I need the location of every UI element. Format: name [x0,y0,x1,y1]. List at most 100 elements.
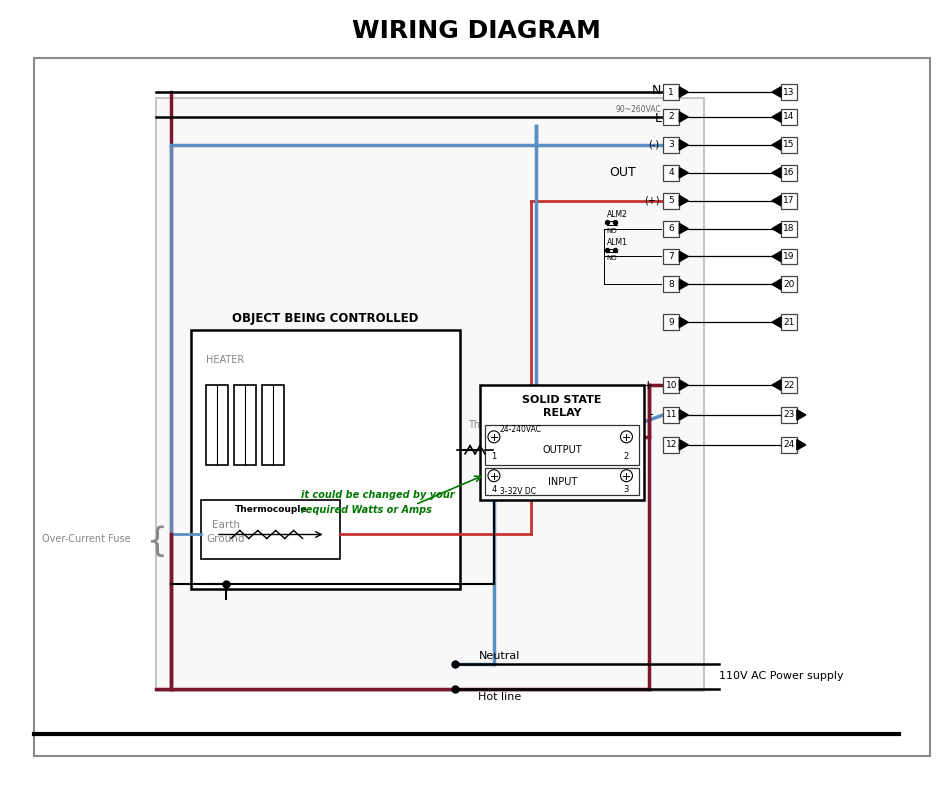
Bar [663,137,679,153]
Text: NO: NO [605,228,617,234]
Text: HEATER: HEATER [206,355,244,365]
Text: INPUT: INPUT [547,476,576,487]
Bar [780,84,796,100]
Polygon shape [679,251,687,261]
Bar [663,109,679,125]
Text: 23: 23 [783,411,794,419]
Polygon shape [679,380,687,390]
Text: NO: NO [605,255,617,261]
Text: 24: 24 [783,440,794,449]
Bar [780,377,796,393]
Bar [663,314,679,330]
Bar [190,330,460,590]
Text: ALM2: ALM2 [605,210,626,219]
Text: Thermal Fuse: Thermal Fuse [467,420,533,430]
Text: 6: 6 [667,224,673,233]
Bar [201,499,340,560]
Text: 8: 8 [667,280,673,289]
Circle shape [620,469,632,482]
Text: Neutral: Neutral [479,651,520,661]
Text: 110V AC Power supply: 110V AC Power supply [719,671,843,681]
Polygon shape [679,140,687,150]
Text: L: L [654,112,661,126]
Polygon shape [679,111,687,122]
Bar [663,407,679,423]
Bar [663,249,679,265]
Polygon shape [796,440,805,450]
Polygon shape [771,111,780,122]
Bar [780,109,796,125]
Text: WIRING DIAGRAM: WIRING DIAGRAM [351,20,601,43]
Text: 1: 1 [491,452,496,462]
Text: 3-32V DC: 3-32V DC [500,487,535,496]
Text: 15: 15 [783,141,794,149]
Text: 20: 20 [783,280,794,289]
Polygon shape [771,87,780,97]
Text: N: N [651,83,661,97]
Text: 2: 2 [624,452,628,462]
Text: 21: 21 [783,318,794,327]
Polygon shape [679,195,687,206]
Circle shape [605,221,609,225]
Polygon shape [679,440,687,450]
Text: 1: 1 [667,88,673,97]
Bar [156,98,704,691]
Text: 22: 22 [783,381,794,389]
Polygon shape [771,195,780,206]
Bar [780,165,796,181]
Text: Hot line: Hot line [478,692,521,702]
Text: (+): (+) [643,195,659,206]
Polygon shape [771,224,780,234]
Circle shape [605,249,609,253]
Polygon shape [796,410,805,420]
Circle shape [613,221,617,225]
Text: SOLID STATE: SOLID STATE [522,395,602,405]
Text: 12: 12 [664,440,676,449]
Bar [780,407,796,423]
Bar [663,436,679,453]
Text: -: - [648,408,653,422]
Bar [485,468,639,495]
Text: ALM1: ALM1 [605,238,626,247]
Bar [663,84,679,100]
Polygon shape [771,380,780,390]
Text: 7: 7 [667,252,673,261]
Polygon shape [771,140,780,150]
Text: Over-Current Fuse: Over-Current Fuse [42,535,130,545]
Bar [780,137,796,153]
Bar [663,221,679,236]
Polygon shape [679,87,687,97]
Text: 17: 17 [783,196,794,205]
Text: 9: 9 [667,318,673,327]
Text: 2: 2 [667,112,673,122]
Text: 13: 13 [783,88,794,97]
Bar [780,314,796,330]
Bar [485,425,639,465]
Text: RELAY: RELAY [543,408,581,418]
Text: OBJECT BEING CONTROLLED: OBJECT BEING CONTROLLED [232,312,418,325]
Text: 4: 4 [491,485,496,494]
Bar [233,385,255,465]
Polygon shape [679,410,687,420]
Text: +: + [642,378,653,392]
Text: 11: 11 [664,411,676,419]
Circle shape [487,469,500,482]
Polygon shape [679,224,687,234]
Text: Ground: Ground [207,535,245,545]
Circle shape [613,249,617,253]
Bar [780,276,796,292]
Text: 18: 18 [783,224,794,233]
Text: required Watts or Amps: required Watts or Amps [300,505,431,515]
Text: 16: 16 [783,168,794,177]
Polygon shape [771,317,780,327]
Bar [206,385,228,465]
Text: 24-240VAC: 24-240VAC [500,425,542,434]
Bar [663,165,679,181]
Text: }: } [138,523,160,556]
Text: 5: 5 [667,196,673,205]
Circle shape [487,431,500,443]
Text: 3: 3 [667,141,673,149]
Text: 10: 10 [664,381,676,389]
Bar [663,192,679,209]
Text: it could be changed by your: it could be changed by your [300,490,454,499]
